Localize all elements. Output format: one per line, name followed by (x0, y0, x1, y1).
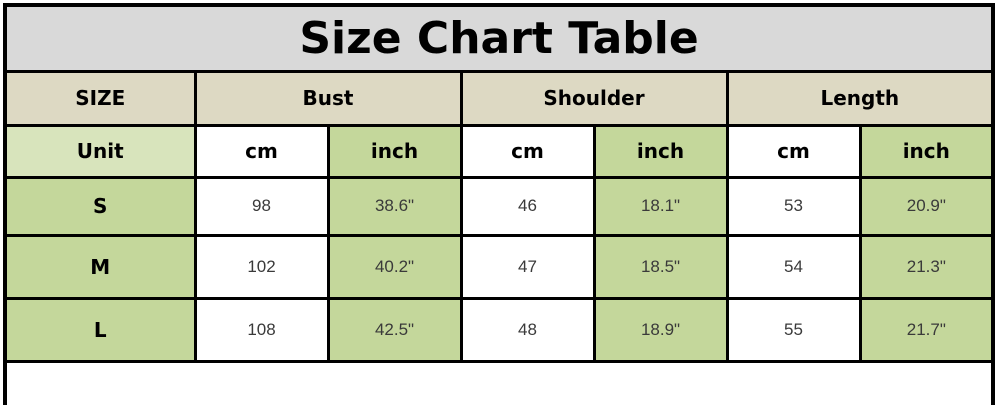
col-header-length: Length (725, 69, 995, 127)
cell-l-length-inch: 21.7" (858, 296, 995, 363)
unit-length-inch: inch (858, 123, 995, 179)
cell-l-shoulder-cm: 48 (459, 296, 596, 363)
partial-next-row (3, 359, 995, 405)
cell-m-bust-inch: 40.2" (326, 233, 463, 300)
cell-m-length-inch: 21.3" (858, 233, 995, 300)
header-row: SIZE Bust Shoulder Length (3, 69, 995, 127)
table-title: Size Chart Table (3, 3, 995, 73)
unit-length-cm: cm (725, 123, 862, 179)
table-row-size-m: M 102 40.2" 47 18.5" 54 21.3" (3, 233, 995, 300)
col-header-bust: Bust (193, 69, 463, 127)
cell-s-length-inch: 20.9" (858, 175, 995, 237)
col-header-shoulder: Shoulder (459, 69, 729, 127)
unit-row-label: Unit (3, 123, 197, 179)
table-row-size-s: S 98 38.6" 46 18.1" 53 20.9" (3, 175, 995, 237)
cell-m-length-cm: 54 (725, 233, 862, 300)
unit-shoulder-inch: inch (592, 123, 729, 179)
size-label-m: M (3, 233, 197, 300)
col-header-size: SIZE (3, 69, 197, 127)
cell-m-shoulder-inch: 18.5" (592, 233, 729, 300)
unit-bust-inch: inch (326, 123, 463, 179)
cell-m-shoulder-cm: 47 (459, 233, 596, 300)
cell-l-bust-inch: 42.5" (326, 296, 463, 363)
size-label-l: L (3, 296, 197, 363)
cell-m-bust-cm: 102 (193, 233, 330, 300)
cell-s-length-cm: 53 (725, 175, 862, 237)
cell-s-shoulder-cm: 46 (459, 175, 596, 237)
cell-l-shoulder-inch: 18.9" (592, 296, 729, 363)
size-chart-table: Size Chart Table SIZE Bust Shoulder Leng… (3, 3, 996, 405)
table-row-size-l: L 108 42.5" 48 18.9" 55 21.7" (3, 296, 995, 363)
unit-bust-cm: cm (193, 123, 330, 179)
unit-row: Unit cm inch cm inch cm inch (3, 123, 995, 179)
size-label-s: S (3, 175, 197, 237)
cell-l-bust-cm: 108 (193, 296, 330, 363)
unit-shoulder-cm: cm (459, 123, 596, 179)
title-row: Size Chart Table (3, 3, 995, 73)
cell-s-shoulder-inch: 18.1" (592, 175, 729, 237)
cell-l-length-cm: 55 (725, 296, 862, 363)
cell-s-bust-cm: 98 (193, 175, 330, 237)
cell-s-bust-inch: 38.6" (326, 175, 463, 237)
partial-next-row-cell (3, 359, 995, 405)
